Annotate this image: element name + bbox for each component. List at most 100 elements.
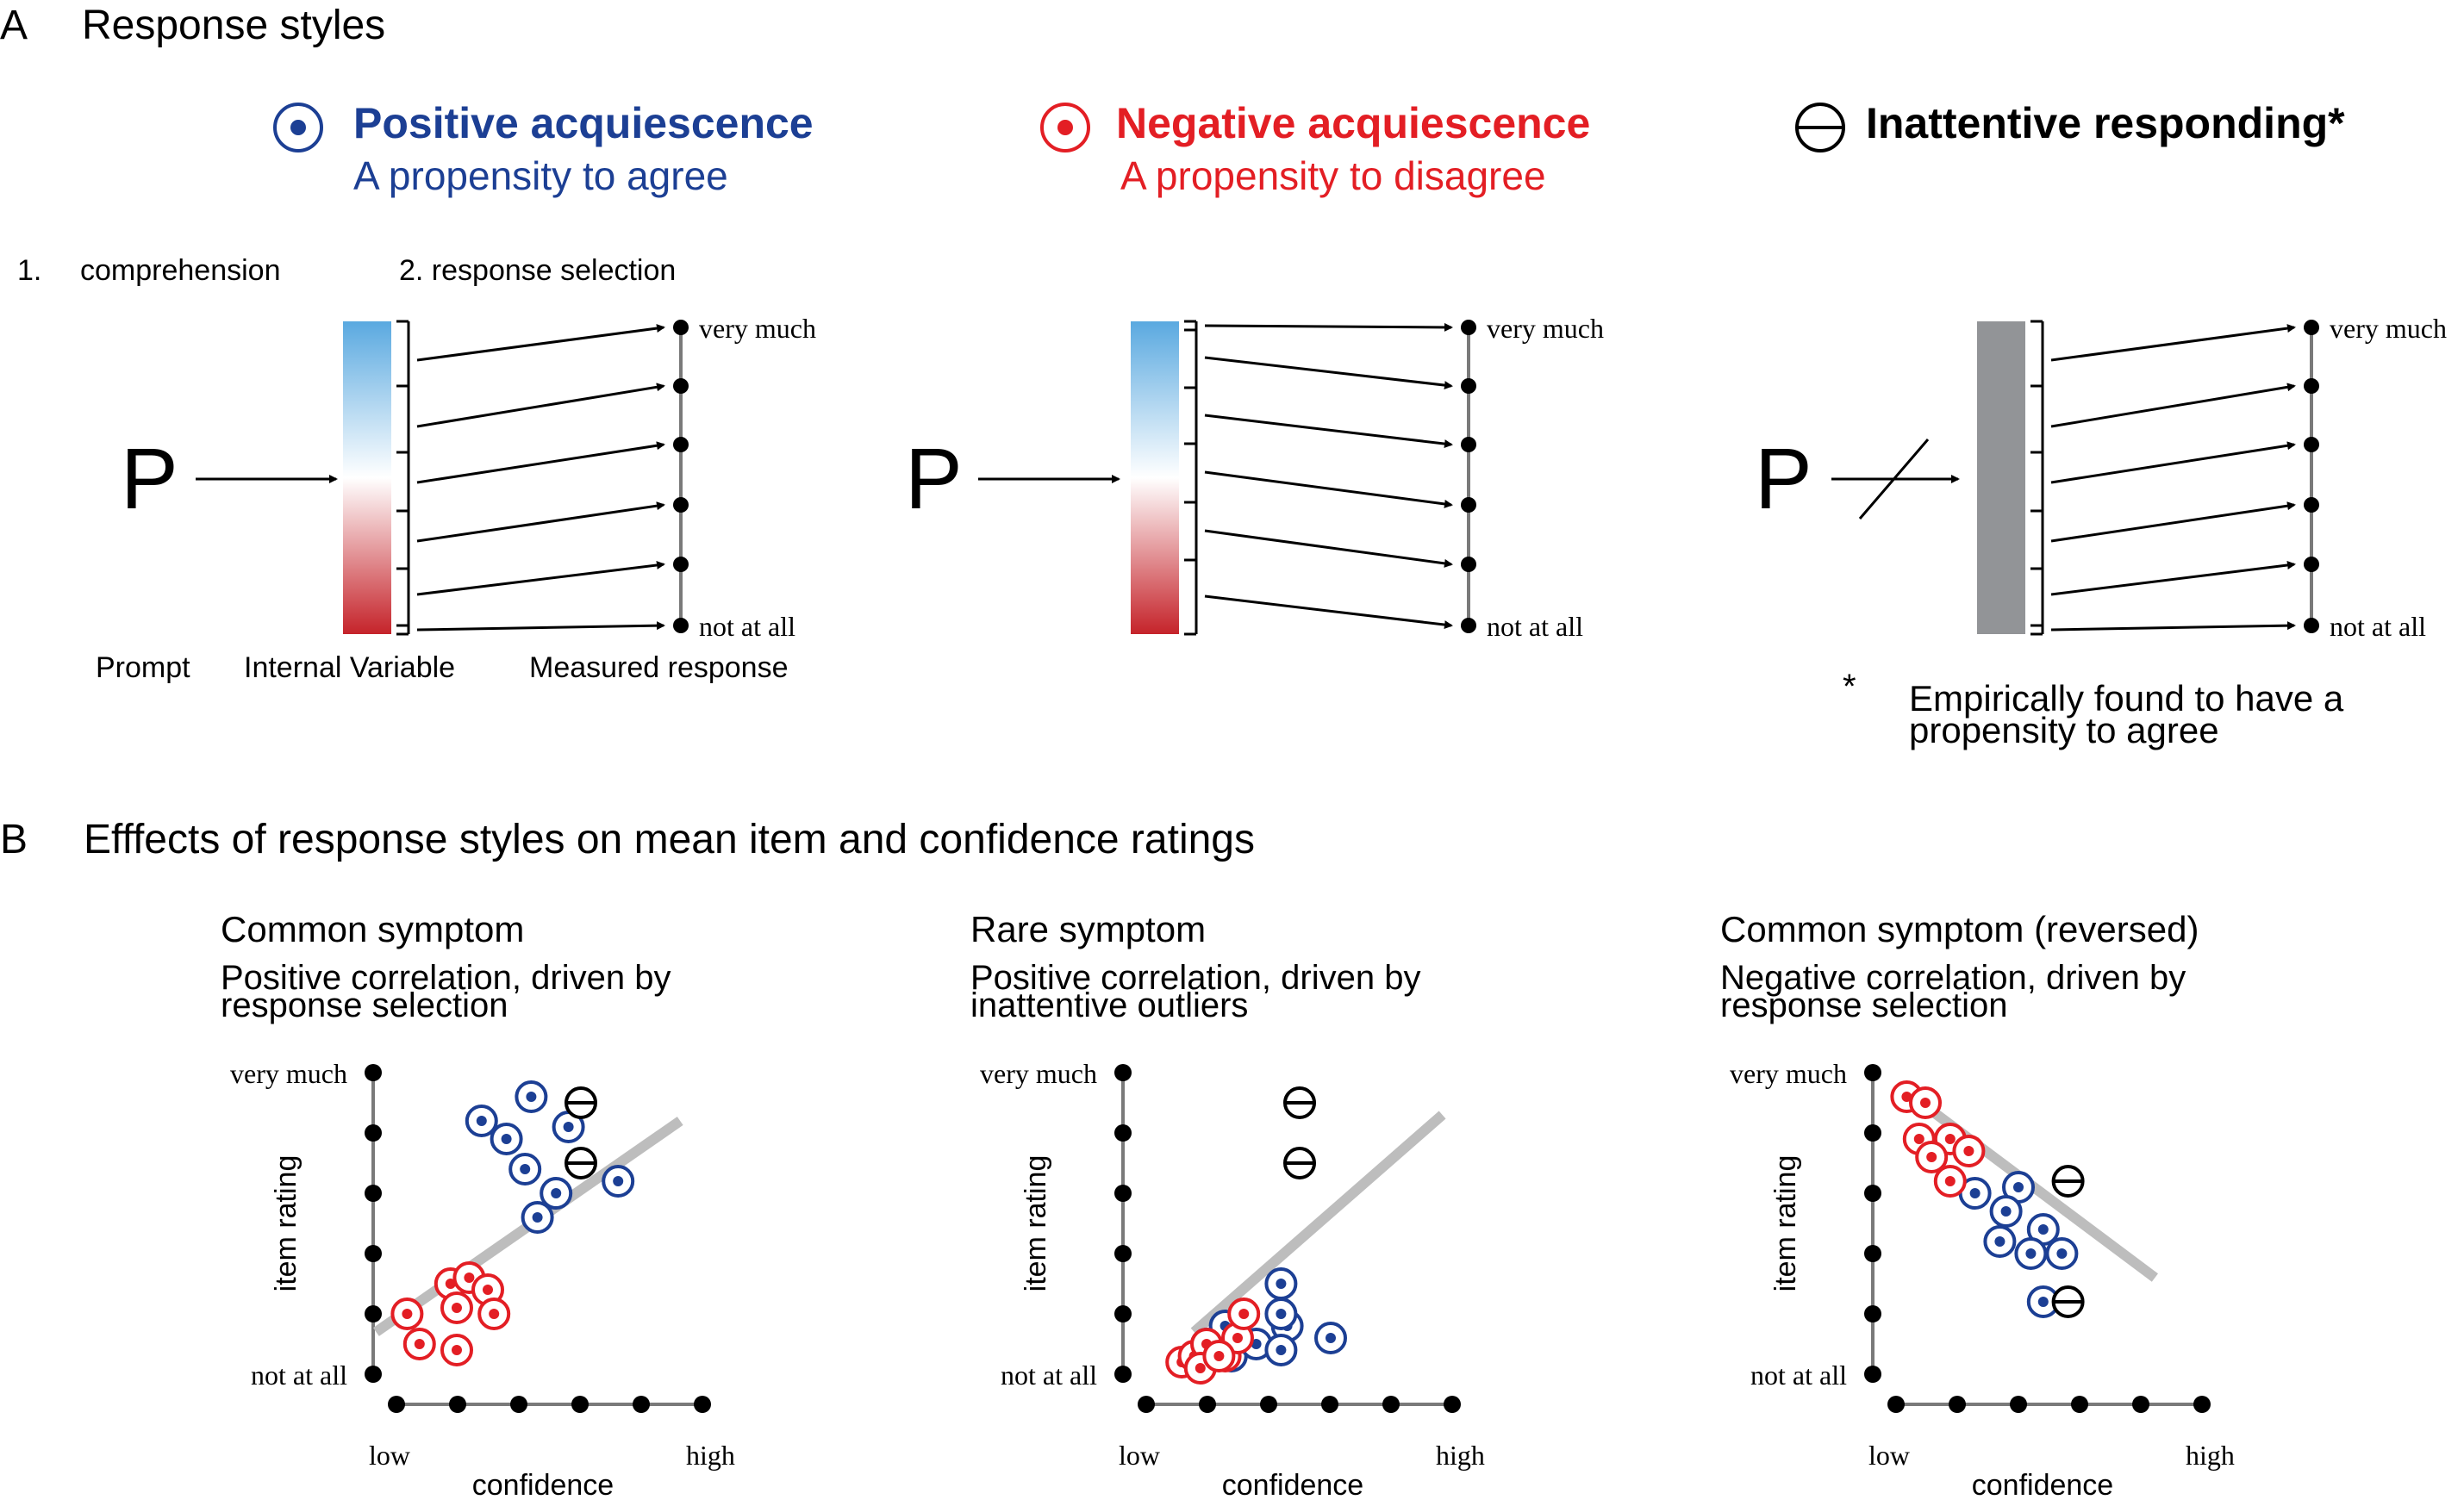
y-bottom-label: not at all (251, 1360, 347, 1391)
y-tick-point (1114, 1366, 1132, 1383)
scale-bottom-label: not at all (2330, 611, 2426, 642)
point-core (2056, 1248, 2068, 1259)
x-tick-point (694, 1396, 711, 1413)
point-core (1901, 1092, 1912, 1102)
chart-subtitle-line-1: Positive correlation, driven by (221, 959, 671, 997)
footnote-star: * (1843, 668, 1856, 706)
response-scale (1461, 320, 1476, 633)
negative-point (1952, 1135, 1986, 1167)
negative-point (1915, 1141, 1949, 1173)
negative-point (1909, 1086, 1942, 1119)
point-core (2000, 1206, 2012, 1217)
positive-point (515, 1080, 548, 1113)
scatter-rare-symptom: Rare symptom Positive correlation, drive… (970, 909, 1485, 1502)
x-high-label: high (686, 1440, 735, 1471)
internal-bins (2030, 320, 2044, 636)
scale-top-label: very much (2330, 313, 2447, 344)
y-tick-point (1114, 1064, 1132, 1081)
style-negative-header: Negative acquiescence A propensity to di… (1040, 99, 1590, 198)
chart-subtitle-line-1: Positive correlation, driven by (970, 959, 1420, 997)
response-arrow (2050, 441, 2296, 484)
scale-point (673, 320, 689, 335)
chart-subtitle-line-1: Negative correlation, driven by (1720, 959, 2186, 997)
response-arrow (416, 501, 665, 543)
response-arrow (2050, 561, 2296, 596)
positive-point (2045, 1237, 2079, 1270)
response-arrows (1204, 322, 1453, 630)
point-core (483, 1285, 493, 1295)
positive-point (2014, 1237, 2048, 1270)
y-axis-label: item rating (1769, 1155, 1802, 1292)
x-tick-point (2193, 1396, 2211, 1413)
point-core (452, 1345, 462, 1355)
style-negative-name: Negative acquiescence (1116, 99, 1590, 147)
point-core (2025, 1248, 2037, 1259)
response-arrow (1204, 594, 1453, 630)
positive-point (521, 1201, 554, 1234)
scale-point (673, 437, 689, 452)
response-arrow (2050, 501, 2296, 543)
step-2-label: 2. response selection (399, 254, 676, 287)
negative-point (1933, 1165, 1967, 1198)
scale-point (673, 557, 689, 572)
scale-point (1461, 320, 1476, 335)
y-tick-point (1864, 1245, 1881, 1262)
x-tick-point (1382, 1396, 1400, 1413)
point-core (1913, 1134, 1924, 1144)
inattentive-point (565, 1147, 597, 1179)
positive-point (1264, 1267, 1298, 1300)
fit-line (1190, 1111, 1446, 1336)
response-arrow (1204, 529, 1453, 568)
point-core (1994, 1236, 2006, 1247)
internal-bins (1184, 320, 1198, 636)
scale-point (2304, 497, 2319, 513)
y-tick-point (365, 1124, 382, 1142)
y-tick-point (365, 1366, 382, 1383)
response-arrow (416, 561, 665, 596)
response-arrow (1204, 414, 1453, 449)
inattentive-point (565, 1086, 597, 1119)
style-positive-header: Positive acquiescence A propensity to ag… (273, 99, 814, 198)
style-inattentive-header: Inattentive responding* (1795, 99, 2345, 152)
style-inattentive-name: Inattentive responding* (1866, 99, 2345, 147)
point-core (1232, 1333, 1243, 1343)
internal-variable-bar (1131, 321, 1179, 634)
y-bottom-label: not at all (1750, 1360, 1847, 1391)
point-core (1276, 1309, 1287, 1319)
point-core (1969, 1188, 1981, 1198)
x-tick-point (1260, 1396, 1277, 1413)
style-negative-desc: A propensity to disagree (1120, 153, 1546, 198)
positive-point (1264, 1334, 1298, 1366)
scale-point (2304, 618, 2319, 633)
negative-point (440, 1334, 473, 1366)
x-tick-point (2010, 1396, 2027, 1413)
diagram-positive: P very much not at all Prompt Internal V… (96, 313, 816, 684)
internal-bins (396, 320, 410, 636)
negative-dot-icon-core (1057, 120, 1073, 135)
positive-point (602, 1165, 635, 1198)
point-core (1276, 1279, 1287, 1289)
panel-b-title: Efffects of response styles on mean item… (84, 817, 1255, 862)
point-core (2037, 1297, 2049, 1307)
y-tick-point (1114, 1124, 1132, 1142)
y-top-label: very much (980, 1058, 1097, 1089)
x-tick-point (1321, 1396, 1338, 1413)
blocked-slash (1858, 439, 1930, 520)
scale-point (673, 618, 689, 633)
point-core (414, 1339, 425, 1349)
positive-point (540, 1177, 573, 1210)
prompt-symbol: P (1755, 431, 1812, 527)
response-arrow (2050, 621, 2296, 632)
x-axis-label: confidence (472, 1469, 614, 1502)
point-core (1920, 1098, 1931, 1108)
scale-point (2304, 437, 2319, 452)
scale-point (2304, 557, 2319, 572)
positive-point (465, 1105, 498, 1137)
x-tick-point (571, 1396, 589, 1413)
point-core (2037, 1224, 2049, 1235)
y-tick-point (1864, 1185, 1881, 1202)
y-top-label: very much (1730, 1058, 1847, 1089)
x-tick-point (1444, 1396, 1461, 1413)
y-tick-point (365, 1064, 382, 1081)
positive-dot-icon-core (290, 120, 306, 135)
